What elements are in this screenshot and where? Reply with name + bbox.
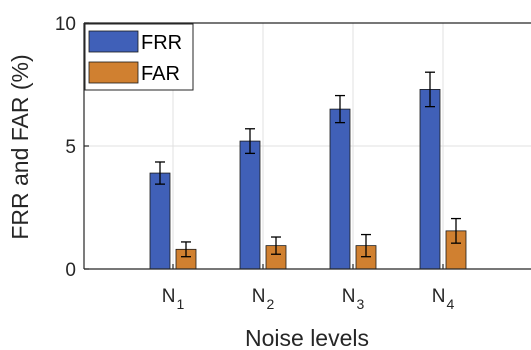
bar-frr-2 xyxy=(239,140,261,270)
legend-label-far: FAR xyxy=(141,63,180,85)
legend: FRR FAR xyxy=(84,23,194,91)
x-tick-label-2: N2 xyxy=(252,286,275,312)
y-tick-label: 10 xyxy=(55,14,76,35)
x-tick-label-3: N3 xyxy=(342,286,365,312)
y-axis-title: FRR and FAR (%) xyxy=(7,54,33,239)
legend-swatch-far xyxy=(88,61,139,84)
bar-frr-1 xyxy=(149,172,171,270)
x-tick-label-4: N4 xyxy=(432,286,455,312)
x-tick-label-1: N1 xyxy=(162,286,185,312)
legend-label-frr: FRR xyxy=(141,32,182,54)
axes xyxy=(83,22,531,270)
bar-frr-4 xyxy=(419,89,441,270)
bar-frr-3 xyxy=(329,108,351,270)
y-tick-label: 5 xyxy=(65,137,76,158)
tick-labels: 0 5 10 N1 N2 N3 N4 xyxy=(55,14,455,312)
x-axis-title: Noise levels xyxy=(245,325,369,350)
bars xyxy=(149,71,467,270)
y-tick-label: 0 xyxy=(65,260,76,281)
legend-swatch-frr xyxy=(88,30,139,53)
